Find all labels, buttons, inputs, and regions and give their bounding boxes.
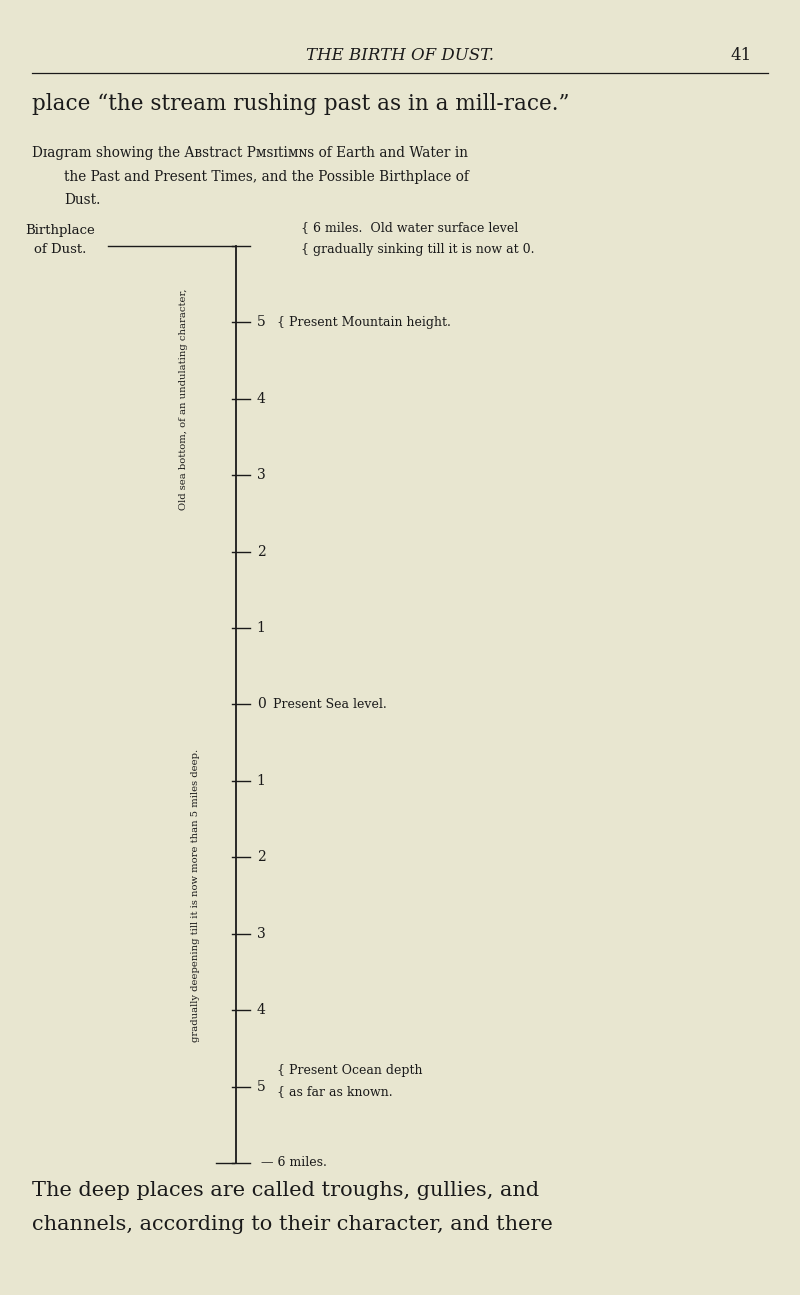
Text: 5: 5 — [257, 316, 266, 329]
Text: the Past and Present Times, and the Possible Birthplace of: the Past and Present Times, and the Poss… — [64, 170, 469, 184]
Text: Dɪagram showing the Aʙstract Pᴍsɪtiᴍɴs of Earth and Water in: Dɪagram showing the Aʙstract Pᴍsɪtiᴍɴs o… — [32, 146, 468, 161]
Text: 2: 2 — [257, 851, 266, 864]
Text: — 6 miles.: — 6 miles. — [261, 1156, 326, 1169]
Text: Old sea bottom, of an undulating character,: Old sea bottom, of an undulating charact… — [179, 287, 189, 510]
Text: 0: 0 — [257, 698, 266, 711]
Text: 3: 3 — [257, 927, 266, 940]
Text: { 6 miles.  Old water surface level: { 6 miles. Old water surface level — [301, 221, 518, 234]
Text: THE BIRTH OF DUST.: THE BIRTH OF DUST. — [306, 47, 494, 63]
Text: The deep places are called troughs, gullies, and: The deep places are called troughs, gull… — [32, 1181, 539, 1200]
Text: { Present Mountain height.: { Present Mountain height. — [277, 316, 450, 329]
Text: Birthplace: Birthplace — [25, 224, 95, 237]
Text: 2: 2 — [257, 545, 266, 558]
Text: 1: 1 — [257, 622, 266, 635]
Text: { as far as known.: { as far as known. — [277, 1085, 393, 1098]
Text: Dust.: Dust. — [64, 193, 100, 207]
Text: 1: 1 — [257, 774, 266, 787]
Text: Present Sea level.: Present Sea level. — [273, 698, 386, 711]
Text: 5: 5 — [257, 1080, 266, 1093]
Text: gradually deepening till it is now more than 5 miles deep.: gradually deepening till it is now more … — [191, 749, 201, 1042]
Text: 4: 4 — [257, 392, 266, 405]
Text: { gradually sinking till it is now at 0.: { gradually sinking till it is now at 0. — [301, 243, 534, 256]
Text: place “the stream rushing past as in a mill-race.”: place “the stream rushing past as in a m… — [32, 93, 570, 115]
Text: 4: 4 — [257, 1004, 266, 1017]
Text: { Present Ocean depth: { Present Ocean depth — [277, 1064, 422, 1077]
Text: channels, according to their character, and there: channels, according to their character, … — [32, 1215, 553, 1234]
Text: of Dust.: of Dust. — [34, 243, 86, 256]
Text: 3: 3 — [257, 469, 266, 482]
Text: 41: 41 — [730, 47, 752, 63]
